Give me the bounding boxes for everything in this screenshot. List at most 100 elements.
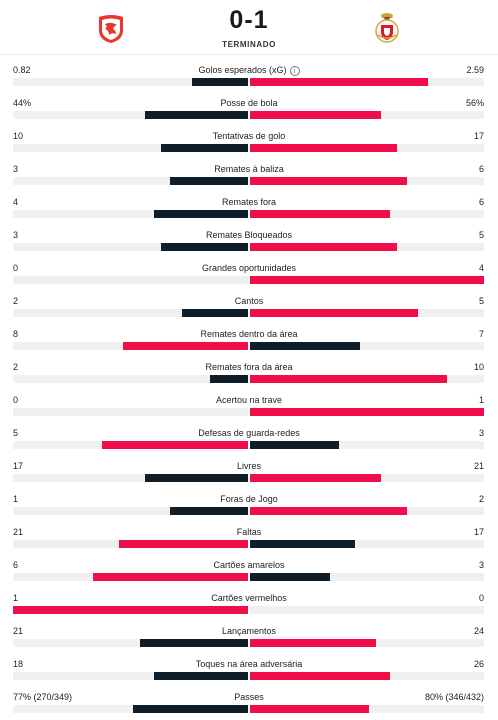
statistics-list: 0.82 Golos esperados (xG) i 2.59 44% Posse de… [0, 55, 498, 720]
away-team-logo-icon[interactable] [370, 11, 404, 45]
home-stat-bar-track [13, 606, 248, 614]
away-stat-value: 3 [478, 560, 484, 570]
stat-row: 1 Cartões vermelhos 0 [0, 583, 498, 616]
stat-label: Grandes oportunidades [0, 263, 498, 273]
home-stat-bar [191, 78, 248, 86]
home-stat-value: 77% (270/349) [13, 692, 73, 702]
away-stat-value: 80% (346/432) [424, 692, 484, 702]
home-stat-value: 21 [13, 527, 24, 537]
away-stat-bar [250, 705, 370, 713]
home-stat-bar-track [13, 375, 248, 383]
away-stat-bar [250, 144, 398, 152]
home-stat-bar-track [13, 705, 248, 713]
away-stat-value: 17 [473, 131, 484, 141]
away-stat-bar [250, 474, 382, 482]
stat-label-text: Toques na área adversária [195, 659, 303, 669]
away-stat-bar [250, 639, 377, 647]
home-stat-bar-track [13, 474, 248, 482]
away-stat-value: 6 [478, 164, 484, 174]
stat-row: 1 Foras de Jogo 2 [0, 484, 498, 517]
away-stat-bar [250, 243, 398, 251]
home-stat-bar [144, 474, 248, 482]
stat-label-text: Golos esperados (xG) [198, 65, 287, 75]
home-stat-bar-track [13, 210, 248, 218]
home-stat-bar-track [13, 309, 248, 317]
home-stat-bar-track [13, 111, 248, 119]
home-stat-value: 2 [13, 296, 19, 306]
away-stat-bar-track [250, 606, 484, 614]
home-stat-value: 3 [13, 230, 19, 240]
home-stat-value: 8 [13, 329, 19, 339]
stat-label: Lançamentos [0, 626, 498, 636]
stat-label-text: Passes [234, 692, 264, 702]
home-stat-bar-track [13, 408, 248, 416]
stat-row: 4 Remates fora 6 [0, 187, 498, 220]
away-stat-bar [250, 672, 391, 680]
home-stat-bar-track [13, 342, 248, 350]
away-stat-value: 2.59 [466, 65, 484, 75]
info-icon[interactable]: i [289, 66, 300, 76]
home-stat-value: 1 [13, 494, 19, 504]
stat-label-text: Remates Bloqueados [205, 230, 293, 240]
home-stat-bar [123, 342, 248, 350]
stat-label: Cartões amarelos [0, 560, 498, 570]
home-team-logo-icon[interactable] [94, 11, 128, 45]
away-stat-bar [250, 573, 330, 581]
away-stat-bar-track [250, 243, 484, 251]
home-stat-bar [154, 672, 248, 680]
home-stat-bar-track [13, 177, 248, 185]
stat-label: Toques na área adversária [0, 659, 498, 669]
away-stat-value: 24 [473, 626, 484, 636]
stat-label: Faltas [0, 527, 498, 537]
stat-label: Remates à baliza [0, 164, 498, 174]
stat-row: 0 Acertou na trave 1 [0, 385, 498, 418]
away-stat-bar [250, 210, 391, 218]
away-stat-value: 7 [478, 329, 484, 339]
stat-label: Acertou na trave [0, 395, 498, 405]
home-stat-value: 0.82 [13, 65, 31, 75]
away-stat-bar-track [250, 474, 484, 482]
away-stat-bar-track [250, 210, 484, 218]
stat-label: Livres [0, 461, 498, 471]
home-stat-bar [13, 606, 248, 614]
stat-label-text: Cartões amarelos [213, 560, 285, 570]
stat-label-text: Foras de Jogo [220, 494, 278, 504]
away-stat-bar-track [250, 705, 484, 713]
match-score: 0-1 [229, 6, 269, 34]
away-stat-bar [250, 309, 419, 317]
stat-row: 5 Defesas de guarda-redes 3 [0, 418, 498, 451]
home-stat-bar [161, 144, 248, 152]
stat-label-text: Livres [236, 461, 261, 471]
away-stat-bar-track [250, 540, 484, 548]
stat-label-text: Acertou na trave [215, 395, 283, 405]
away-stat-bar-track [250, 375, 484, 383]
home-stat-value: 0 [13, 263, 19, 273]
stat-label-text: Defesas de guarda-redes [198, 428, 300, 438]
away-stat-bar [250, 78, 428, 86]
stat-label: Defesas de guarda-redes [0, 428, 498, 438]
stat-row: 3 Remates à baliza 6 [0, 154, 498, 187]
away-stat-value: 56% [465, 98, 484, 108]
away-stat-bar [250, 540, 356, 548]
home-stat-bar [139, 639, 248, 647]
stat-label-text: Remates à baliza [214, 164, 284, 174]
home-stat-value: 0 [13, 395, 19, 405]
home-stat-bar [102, 441, 248, 449]
away-stat-bar [250, 342, 360, 350]
stat-row: 2 Cantos 5 [0, 286, 498, 319]
away-stat-bar-track [250, 408, 484, 416]
away-stat-value: 0 [478, 593, 484, 603]
stat-row: 0.82 Golos esperados (xG) i 2.59 [0, 55, 498, 88]
home-stat-value: 6 [13, 560, 19, 570]
match-status: TERMINADO [222, 40, 276, 49]
away-stat-bar [250, 177, 407, 185]
stat-row: 21 Lançamentos 24 [0, 616, 498, 649]
home-stat-bar-track [13, 540, 248, 548]
home-stat-value: 1 [13, 593, 19, 603]
home-stat-bar-track [13, 144, 248, 152]
stat-label: Golos esperados (xG) i [0, 65, 498, 76]
stat-label-text: Remates fora [221, 197, 277, 207]
away-stat-bar-track [250, 309, 484, 317]
away-stat-bar [250, 507, 407, 515]
stat-label: Foras de Jogo [0, 494, 498, 504]
